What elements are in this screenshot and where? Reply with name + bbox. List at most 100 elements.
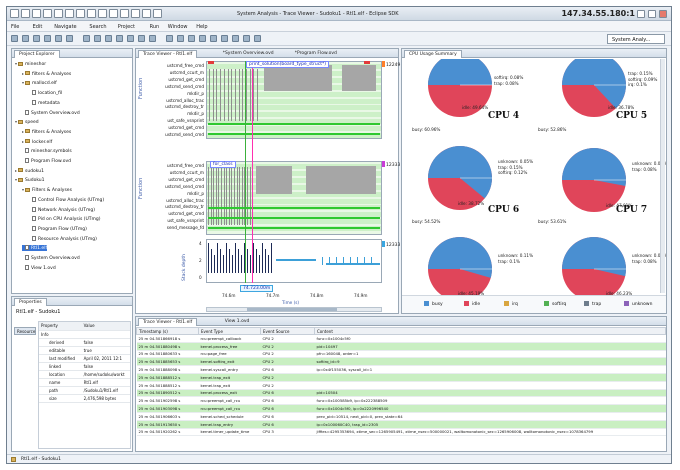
toolbar-icon[interactable] [127,35,134,42]
editor-tab[interactable]: *System Overview.ovd [222,51,274,56]
bottom-tab[interactable]: View 1.ovd [224,319,250,324]
toolbar-icon[interactable] [138,35,145,42]
tree-item[interactable]: ▾ speed [15,119,39,125]
tab-project-explorer[interactable]: Project Explorer [14,50,60,58]
tree-item[interactable]: Resource Analysis (UTmg) [29,235,97,242]
titlebar-tool-icon[interactable] [10,9,19,18]
properties-side-tab[interactable]: Resource [14,327,36,335]
events-row[interactable]: 25 m 04.501880498 s kernel.process_free CP… [136,342,666,351]
events-row[interactable]: 25 m 04.501888512 s kernel.trap_exit CPU 2 [136,373,666,382]
toolbar-icon[interactable] [254,35,261,42]
property-row[interactable]: derived false [39,338,130,347]
menu-window[interactable]: Window [167,24,188,30]
toolbar-icon[interactable] [116,35,123,42]
property-row[interactable]: editable true [39,346,130,355]
chevron-right-icon[interactable]: ▸ [22,138,25,144]
events-row[interactable]: 25 m 04.501903098 s rcu:preempt_call_rcu C… [136,404,666,413]
tab-cpu-usage-summary[interactable]: CPU Usage Summary [404,50,462,58]
tree-item[interactable]: Program Flow.ovd [22,158,71,164]
tree-item[interactable]: Program Flow (UTmg) [29,225,87,232]
toolbar-icon[interactable] [199,35,206,42]
chevron-down-icon[interactable]: ▾ [15,61,18,66]
toolbar-icon[interactable] [243,35,250,42]
maximize-icon[interactable] [648,10,656,18]
tree-item[interactable]: ▸ filters & Analyses [22,129,71,135]
titlebar-tool-icon[interactable] [109,9,118,18]
tree-item[interactable]: System Overview.ovd [22,255,80,261]
menu-navigate[interactable]: Navigate [54,24,77,30]
toolbar-icon[interactable] [232,35,239,42]
events-column-header[interactable]: Content [314,327,666,335]
toolbar-icon[interactable] [22,35,29,42]
property-row[interactable]: name Rtl1.elf [39,378,130,387]
events-row[interactable]: 25 m 04.501888098 s kernel.syscall_entry C… [136,365,666,374]
titlebar-tool-icon[interactable] [87,9,96,18]
events-row[interactable]: 25 m 04.501880633 s rcu:page_free CPU 2 pfn… [136,350,666,359]
titlebar-tool-icon[interactable] [43,9,52,18]
property-row[interactable]: location/home/sudoku/workt [39,370,130,379]
toolbar-icon[interactable] [210,35,217,42]
tree-item[interactable]: Network Analysis (UTmg) [29,206,95,213]
minimize-icon[interactable] [637,10,645,18]
cpu-vertical-scrollbar[interactable] [660,59,665,293]
events-row[interactable]: 25 m 04.501890512 s kernel.process_exit CP… [136,389,666,398]
toolbar-icon[interactable] [44,35,51,42]
events-row[interactable]: 25 m 04.501920262 s kernel.timer_update_t… [136,428,666,437]
toolbar-icon[interactable] [177,35,184,42]
menu-project[interactable]: Project [117,24,135,30]
property-row[interactable]: path/Sudoku1/Rtl1.elf [39,386,130,395]
titlebar-tool-icon[interactable] [98,9,107,18]
menu-help[interactable]: Help [196,24,208,30]
close-icon[interactable] [659,10,667,18]
tree-item[interactable]: Rtl1.elf [22,245,48,252]
property-row[interactable]: last modified April 02, 2011 12:1 [39,354,130,363]
titlebar-tool-icon[interactable] [131,9,140,18]
tree-item[interactable]: metadata [29,99,60,106]
events-row[interactable]: 25 m 04.501902598 s rcu:preempt_call_rcu C… [136,396,666,406]
titlebar-tool-icon[interactable] [21,9,30,18]
events-row[interactable]: 25 m 04.501913650 s kernel.trap_entry CPU … [136,420,666,429]
toolbar-icon[interactable] [83,35,90,42]
chevron-right-icon[interactable]: ▸ [15,167,18,173]
chevron-down-icon[interactable]: ▾ [22,80,25,86]
tab-properties[interactable]: Properties [14,298,47,306]
events-column-header[interactable]: Timestamp (s) [136,327,199,335]
menu-edit[interactable]: Edit [32,24,43,30]
tree-item[interactable]: System Overview.ovd [22,109,80,116]
titlebar-tool-icon[interactable] [120,9,129,18]
perspective-switcher[interactable]: System Analy... [607,34,665,44]
tree-item[interactable]: ▸ filters & Analyses [22,71,71,77]
titlebar-tool-icon[interactable] [142,9,151,18]
tree-item[interactable]: ▾ Filters & Analyses [22,187,72,193]
toolbar-icon[interactable] [149,35,156,42]
tree-item[interactable]: ▾ mineshor [15,61,46,67]
tree-item[interactable]: ▸ locker.elf [22,139,52,145]
events-row[interactable]: 25 m 04.501906603 s kernel.sched_schedule… [136,412,666,421]
titlebar-tool-icon[interactable] [65,9,74,18]
chevron-down-icon[interactable]: ▾ [15,177,18,183]
tree-item[interactable]: ▸ sudoku1 [15,168,44,174]
toolbar-icon[interactable] [33,35,40,42]
events-column-header[interactable]: Event Type [198,327,261,335]
chevron-down-icon[interactable]: ▾ [22,187,25,193]
tree-item[interactable]: ▾ mallocd.elf [22,80,57,86]
toolbar-icon[interactable] [221,35,228,42]
toolbar-icon[interactable] [11,35,18,42]
tree-item[interactable]: Control Flow Analysis (UTmg) [29,196,104,203]
bottom-tab[interactable]: Trace Viewer - Rtl1.elf [138,318,198,326]
chevron-right-icon[interactable]: ▸ [22,70,25,76]
toolbar-icon[interactable] [94,35,101,42]
property-row[interactable]: linked false [39,362,130,371]
tree-item[interactable]: View 1.ovd [22,264,56,271]
titlebar-tool-icon[interactable] [54,9,63,18]
tree-item[interactable]: ▾ Sudoku1 [15,177,45,183]
titlebar-tool-icon[interactable] [32,9,41,18]
property-row[interactable]: size 2,476,598 bytes [39,394,130,403]
titlebar-tool-icon[interactable] [76,9,85,18]
toolbar-icon[interactable] [55,35,62,42]
events-row[interactable]: 25 m 04.501866918 s rcu:preempt_callback C… [136,334,666,343]
toolbar-icon[interactable] [66,35,73,42]
toolbar-icon[interactable] [105,35,112,42]
horizontal-scrollbar[interactable] [206,307,382,312]
menu-search[interactable]: Search [89,24,107,30]
